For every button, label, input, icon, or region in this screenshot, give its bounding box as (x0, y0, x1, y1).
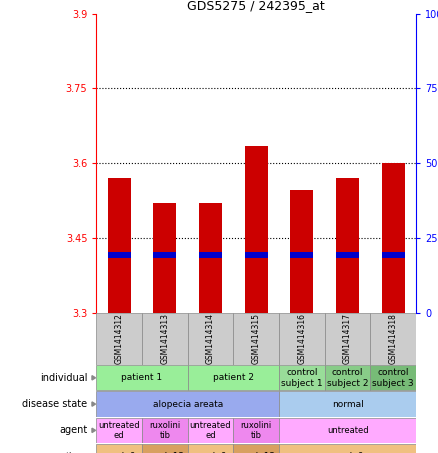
Bar (279, 444, 416, 453)
Bar (325, 365, 371, 390)
Bar (199, 252, 222, 258)
Text: time: time (65, 452, 88, 453)
Text: week 12: week 12 (146, 452, 184, 453)
Text: week 0: week 0 (194, 452, 227, 453)
Bar (279, 418, 416, 443)
Bar (245, 252, 268, 258)
Bar (108, 252, 131, 258)
Text: untreated
ed: untreated ed (190, 421, 231, 440)
Bar (325, 313, 371, 365)
Text: week 0: week 0 (103, 452, 135, 453)
Bar (279, 391, 416, 417)
Bar (108, 178, 131, 313)
Text: week 0: week 0 (331, 452, 364, 453)
Text: GSM1414314: GSM1414314 (206, 313, 215, 364)
Bar (233, 444, 279, 453)
Bar (96, 313, 142, 365)
Bar (279, 365, 325, 390)
Text: GSM1414317: GSM1414317 (343, 313, 352, 364)
Bar (142, 313, 188, 365)
Title: GDS5275 / 242395_at: GDS5275 / 242395_at (187, 0, 325, 12)
Text: control
subject 1: control subject 1 (281, 368, 323, 387)
Text: alopecia areata: alopecia areata (152, 400, 223, 409)
Bar (233, 313, 279, 365)
Bar (199, 203, 222, 313)
Text: control
subject 3: control subject 3 (372, 368, 414, 387)
Bar (290, 190, 313, 313)
Text: control
subject 2: control subject 2 (327, 368, 368, 387)
Text: individual: individual (40, 373, 88, 383)
Text: untreated: untreated (327, 426, 368, 435)
Bar (279, 313, 325, 365)
Bar (153, 252, 176, 258)
Bar (96, 391, 279, 417)
Bar (188, 444, 233, 453)
Bar (188, 418, 233, 443)
Bar (188, 365, 279, 390)
Text: GSM1414315: GSM1414315 (252, 313, 261, 364)
Bar (96, 418, 142, 443)
Text: untreated
ed: untreated ed (99, 421, 140, 440)
Text: patient 1: patient 1 (121, 373, 162, 382)
Bar (336, 252, 359, 258)
Bar (371, 313, 416, 365)
Text: week 12: week 12 (237, 452, 276, 453)
Bar (371, 365, 416, 390)
Bar (96, 444, 142, 453)
Text: agent: agent (60, 425, 88, 435)
Text: GSM1414316: GSM1414316 (297, 313, 307, 364)
Bar (290, 252, 313, 258)
Text: ruxolini
tib: ruxolini tib (240, 421, 272, 440)
Bar (336, 178, 359, 313)
Bar (382, 163, 405, 313)
Bar (245, 145, 268, 313)
Text: patient 2: patient 2 (213, 373, 254, 382)
Text: GSM1414312: GSM1414312 (115, 313, 124, 364)
Bar (233, 418, 279, 443)
Text: disease state: disease state (22, 399, 88, 409)
Text: normal: normal (332, 400, 364, 409)
Text: ruxolini
tib: ruxolini tib (149, 421, 180, 440)
Text: GSM1414313: GSM1414313 (160, 313, 170, 364)
Text: GSM1414318: GSM1414318 (389, 313, 398, 364)
Bar (96, 365, 188, 390)
Bar (188, 313, 233, 365)
Bar (142, 418, 188, 443)
Bar (153, 203, 176, 313)
Bar (382, 252, 405, 258)
Bar (142, 444, 188, 453)
